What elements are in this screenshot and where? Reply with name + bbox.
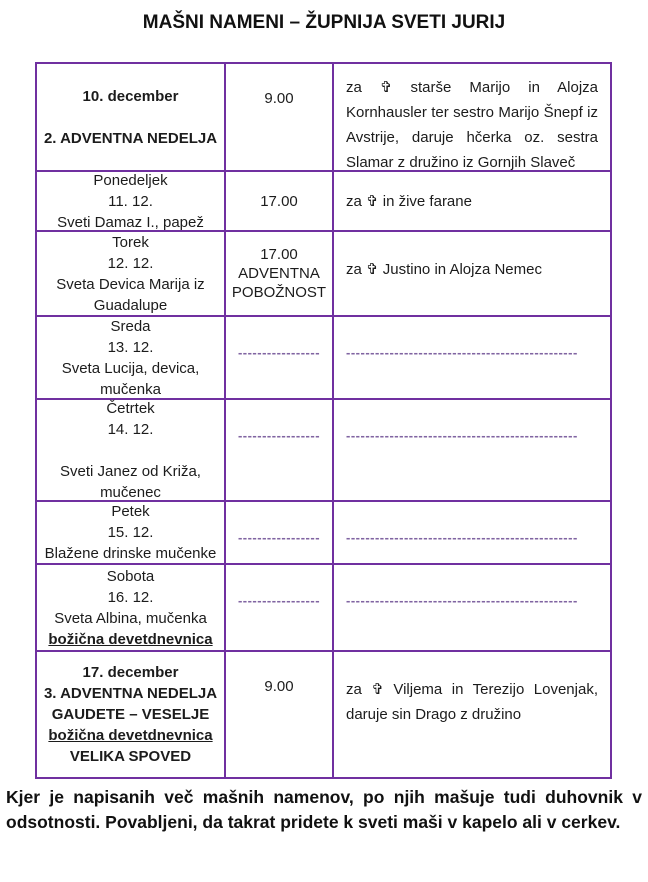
text-line: 17. december — [82, 664, 179, 681]
text-line: Petek — [111, 503, 150, 520]
day-cell: Petek 15. 12. Blažene drinske mučenke — [37, 502, 226, 563]
text-line: Sveta Devica Marija iz — [56, 275, 205, 293]
intention-cell: za ✞ in žive farane — [334, 172, 610, 230]
text-line: 14. 12. — [107, 420, 154, 438]
text-line: 15. 12. — [107, 524, 154, 541]
text-line: za ✞ Justino in Alojza Nemec — [346, 261, 542, 278]
text-line: mučenka — [100, 380, 161, 398]
table-row: Četrtek 14. 12. Sveti Janez od Križa, muče… — [37, 400, 610, 502]
text-line: ----------------------------------------… — [346, 428, 578, 443]
text-line: VELIKA SPOVED — [69, 748, 192, 765]
text-line: 11. 12. — [108, 192, 153, 210]
day-cell: 17. december 3. ADVENTNA NEDELJA GAUDETE –… — [37, 652, 226, 777]
text-line: 17.00 — [260, 192, 298, 210]
table-row: Petek 15. 12. Blažene drinske mučenke ----… — [37, 502, 610, 565]
text-line: ----------------------------------------… — [346, 345, 578, 360]
footer-note: Kjer je napisanih več mašnih namenov, po… — [6, 787, 642, 832]
mass-table-body: 10. december 2. ADVENTNA NEDELJA 9.00 za… — [37, 64, 610, 777]
text-line — [41, 440, 220, 461]
text-line: Sobota — [106, 567, 155, 585]
text-line: Sreda — [110, 317, 151, 335]
text-line: Sveta Albina, mučenka — [54, 609, 207, 627]
intention-cell: ----------------------------------------… — [334, 317, 610, 398]
day-cell: Ponedeljek 11. 12. Sveti Damaz I., papež — [37, 171, 226, 231]
text-line: mučenec — [100, 483, 161, 501]
page-title: MAŠNI NAMENI – ŽUPNIJA SVETI JURIJ — [142, 12, 506, 33]
text-line: 9.00 — [264, 90, 294, 107]
text-line — [41, 107, 220, 128]
intention-cell: za ✞ Viljema in Terezijo Lovenjak, daruj… — [334, 652, 610, 777]
table-row: 10. december 2. ADVENTNA NEDELJA 9.00 za… — [37, 64, 610, 172]
table-row: 17. december 3. ADVENTNA NEDELJA GAUDETE –… — [37, 652, 610, 777]
text-line: ADVENTNA — [238, 265, 320, 282]
text-line: božična devetdnevnica — [48, 727, 213, 744]
text-line: GAUDETE – VESELJE — [51, 706, 210, 723]
text-line: 16. 12. — [107, 588, 154, 606]
intention-cell: ----------------------------------------… — [334, 400, 610, 500]
day-cell: Torek 12. 12. Sveta Devica Marija iz Guadal… — [37, 232, 226, 315]
text-line: Ponedeljek — [93, 171, 168, 189]
day-cell: Četrtek 14. 12. Sveti Janez od Križa, muče… — [37, 399, 226, 501]
text-line: Guadalupe — [93, 296, 168, 314]
text-line: za ✞ in žive farane — [346, 192, 472, 210]
text-line: 3. ADVENTNA NEDELJA — [43, 685, 218, 702]
time-cell: 17.00 — [226, 172, 334, 230]
time-cell: ----------------- — [226, 317, 334, 398]
text-line: ----------------- — [237, 345, 321, 360]
time-cell: 9.00 — [226, 64, 334, 170]
day-cell: Sobota 16. 12. Sveta Albina, mučenka božičn… — [37, 565, 226, 650]
intention-cell: ----------------------------------------… — [334, 565, 610, 650]
intention-cell: ----------------------------------------… — [334, 502, 610, 563]
text-line: 12. 12. — [107, 254, 154, 272]
mass-schedule-table: 10. december 2. ADVENTNA NEDELJA 9.00 za… — [35, 62, 612, 779]
text-line: ----------------------------------------… — [346, 593, 578, 608]
text-line: za ✞ starše Marijo in Alojza Kornhausler… — [346, 79, 598, 171]
time-cell: ----------------- — [226, 502, 334, 563]
text-line: 9.00 — [264, 678, 294, 695]
text-line: 2. ADVENTNA NEDELJA — [43, 129, 218, 147]
text-line: ----------------- — [237, 428, 321, 443]
text-line: ----------------- — [237, 593, 321, 608]
text-line: za ✞ Viljema in Terezijo Lovenjak, daruj… — [346, 681, 598, 723]
time-cell: ----------------- — [226, 565, 334, 650]
table-row: Sreda 13. 12. Sveta Lucija, devica, mučenka… — [37, 317, 610, 400]
text-line: Sveti Janez od Križa, — [60, 462, 201, 480]
table-row: Torek 12. 12. Sveta Devica Marija iz Guadal… — [37, 232, 610, 317]
text-line: Sveta Lucija, devica, — [61, 359, 200, 377]
text-line: 13. 12. — [107, 338, 154, 356]
text-line: POBOŽNOST — [231, 284, 327, 301]
text-line: božična devetdnevnica — [48, 630, 213, 648]
text-line: Blažene drinske mučenke — [44, 545, 217, 562]
day-cell: 10. december 2. ADVENTNA NEDELJA — [37, 64, 226, 170]
intention-cell: za ✞ starše Marijo in Alojza Kornhausler… — [334, 64, 610, 171]
text-line: Torek — [112, 233, 149, 251]
text-line: ----------------- — [237, 530, 321, 545]
intention-cell: za ✞ Justino in Alojza Nemec — [334, 232, 610, 315]
text-line: Sveti Damaz I., papež — [57, 213, 204, 231]
text-line: Četrtek — [106, 399, 155, 417]
text-line: ----------------------------------------… — [346, 530, 578, 545]
time-cell: 9.00 — [226, 652, 334, 777]
time-cell: ----------------- — [226, 400, 334, 500]
time-cell: 17.00 ADVENTNA POBOŽNOST — [226, 232, 334, 315]
text-line: 17.00 — [260, 246, 298, 263]
day-cell: Sreda 13. 12. Sveta Lucija, devica, mučenka — [37, 317, 226, 398]
table-row: Sobota 16. 12. Sveta Albina, mučenka božičn… — [37, 565, 610, 652]
table-row: Ponedeljek 11. 12. Sveti Damaz I., papež 1… — [37, 172, 610, 232]
text-line: 10. december — [82, 87, 179, 105]
